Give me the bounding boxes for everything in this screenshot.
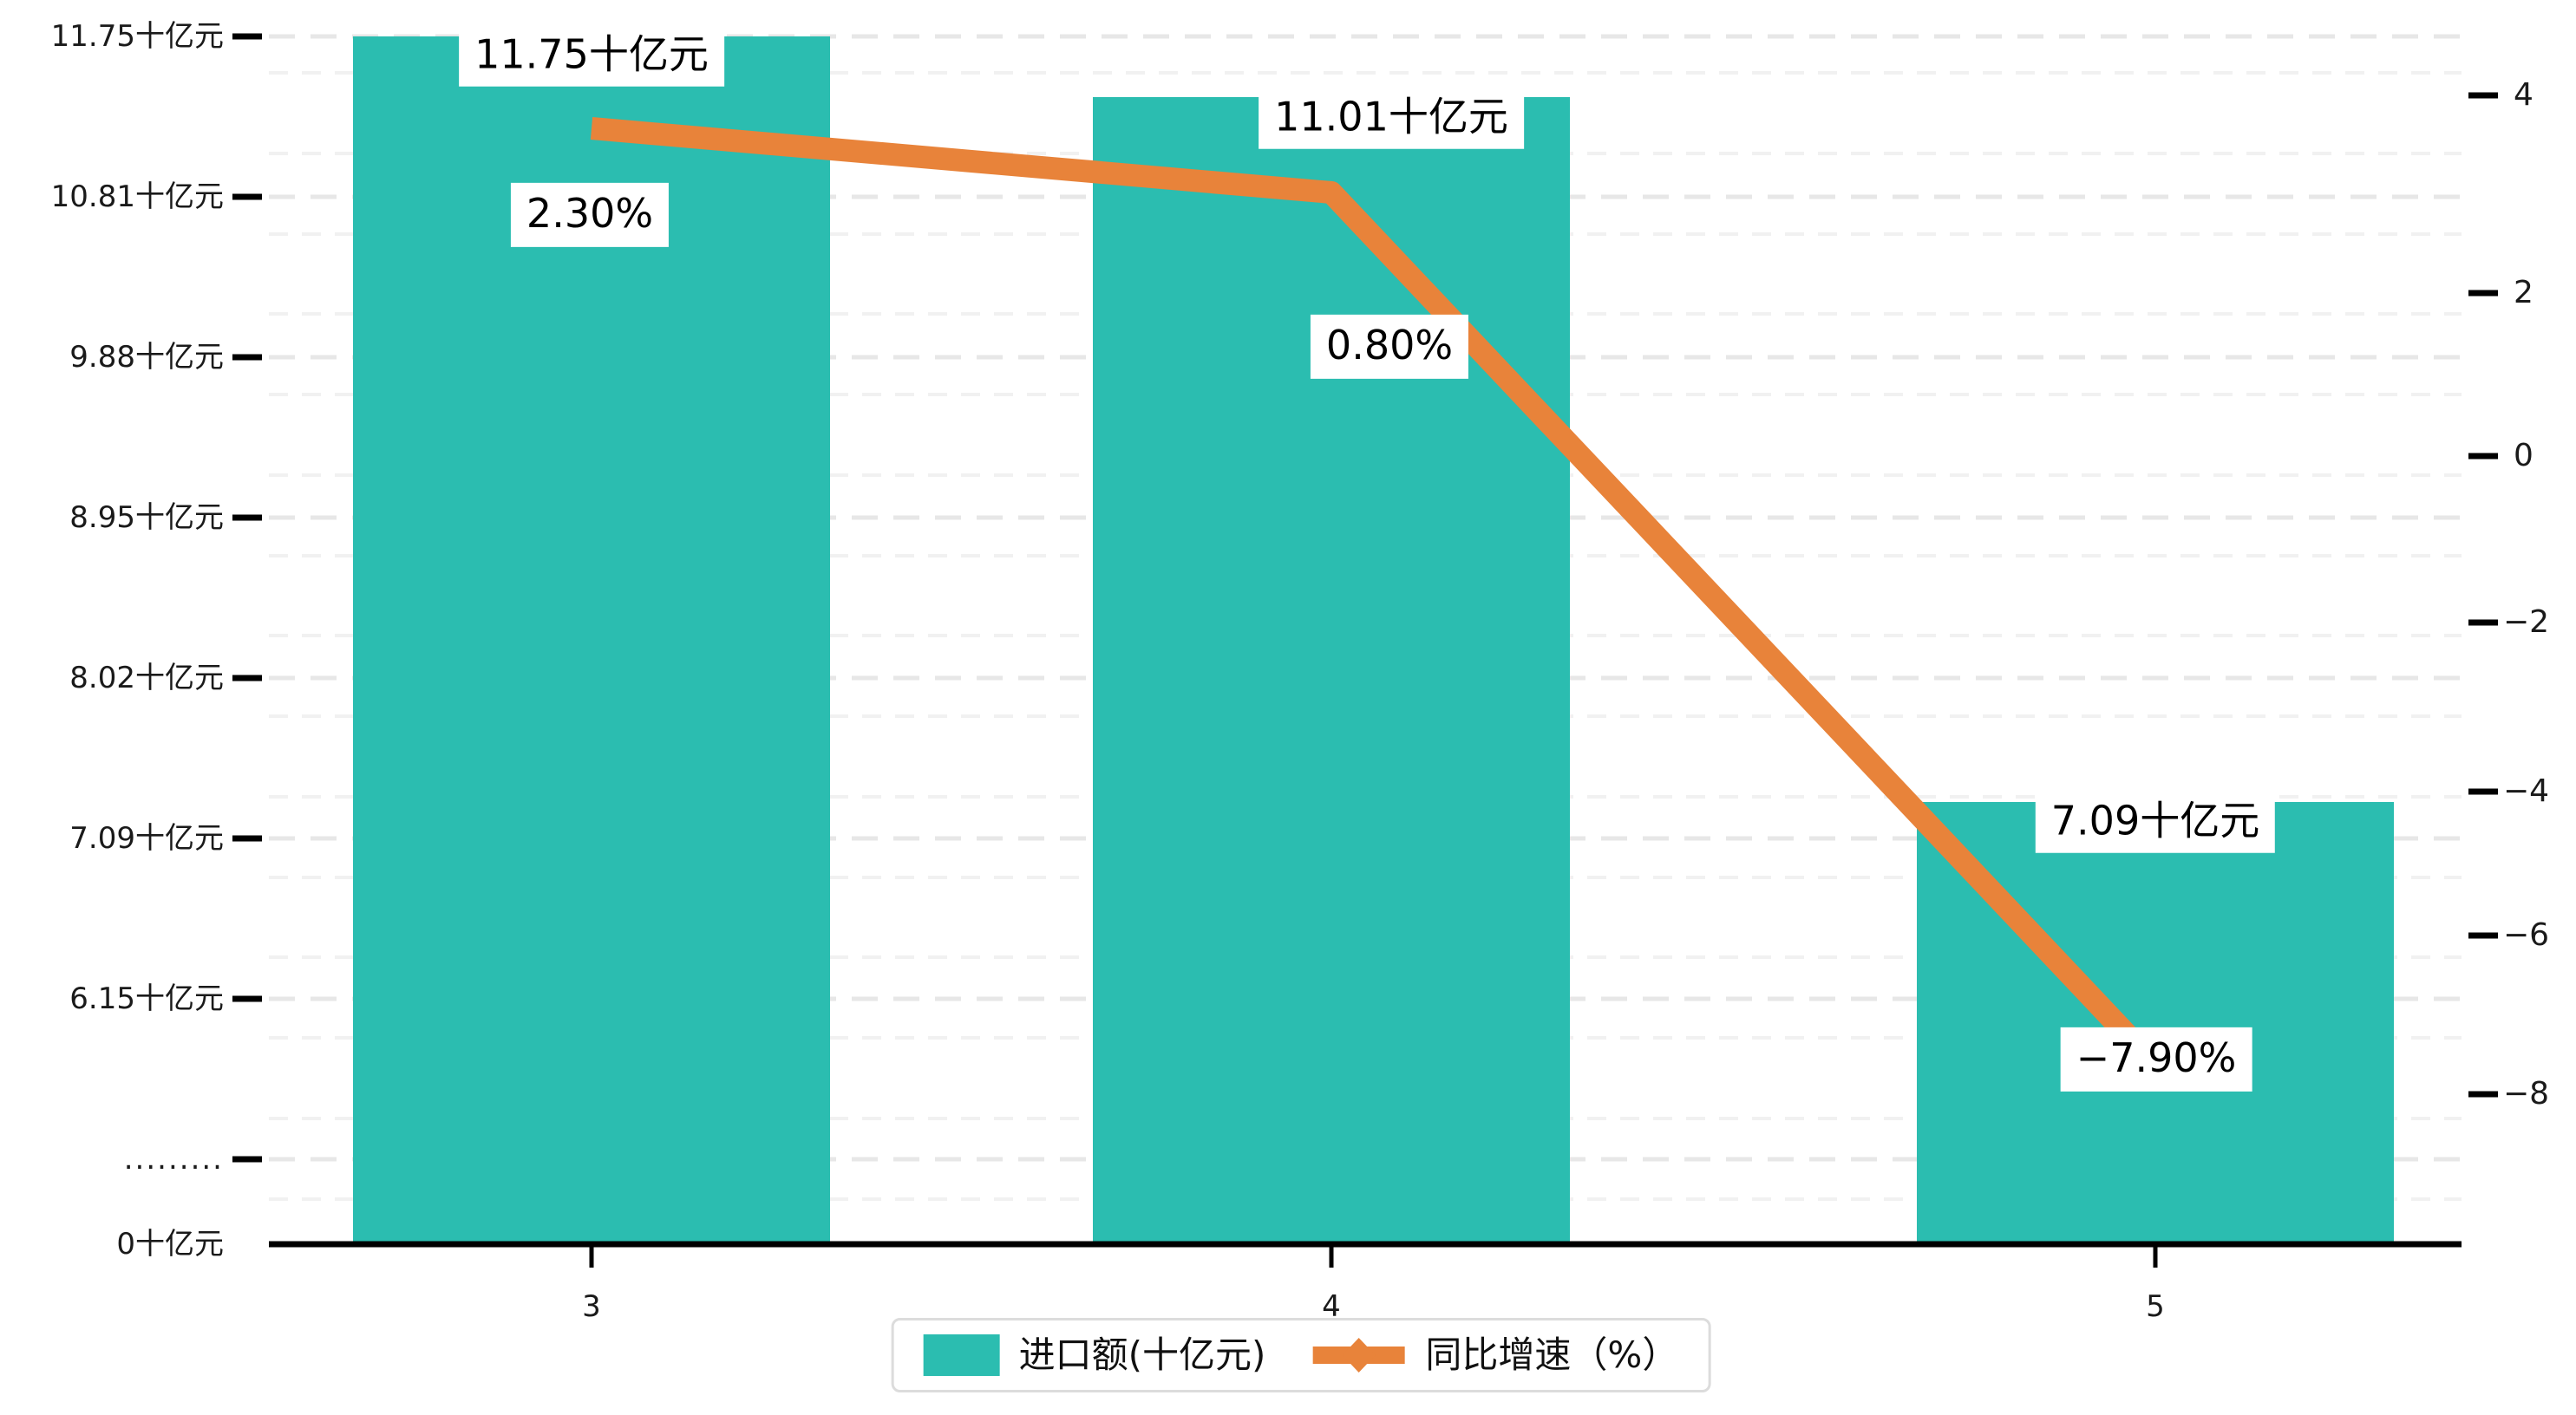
y-left-tick-label: 8.95十亿元 [69,500,224,535]
y-right-tick-label: −4 [2503,773,2550,809]
growth-value-label-4: 0.80% [1310,314,1469,380]
x-tick-marks [589,1244,2158,1268]
y-right-tick-label: −6 [2503,917,2550,953]
y-right-tick-label: 4 [2514,77,2534,113]
growth-line [590,117,2164,1073]
line-series [590,117,2164,1073]
y-right-tick-label: 0 [2514,438,2534,473]
growth-value-label-3: 2.30% [510,182,670,248]
y-left-tick-label: 8.02十亿元 [69,661,224,695]
legend-line-diamond-icon [1311,1334,1406,1376]
y-right-tick-label: −2 [2503,604,2550,640]
bar-value-label-5: 7.09十亿元 [2035,792,2276,853]
x-tick-label-5: 5 [2146,1289,2165,1324]
y-left-tick-marks [232,33,262,1163]
y-left-tick-label-zero: 0十亿元 [116,1227,224,1262]
y-left-tick-label: 9.88十亿元 [69,340,224,375]
y-left-tick-label: 10.81十亿元 [50,179,224,214]
legend-item-growth-rate[interactable]: 同比增速（%） [1311,1334,1678,1376]
chart-legend: 进口额(十亿元) 同比增速（%） [891,1318,1711,1392]
legend-bar-swatch-icon [923,1334,1000,1376]
bar-5 [1917,802,2394,1244]
bar-series [353,36,2394,1244]
y-right-tick-marks [2468,92,2498,1098]
x-tick-label-4: 4 [1322,1289,1341,1324]
y-right-tick-label: −8 [2503,1076,2550,1112]
y-left-tick-label: 7.09十亿元 [69,821,224,856]
legend-item-label: 进口额(十亿元) [1018,1333,1266,1376]
legend-item-label: 同比增速（%） [1425,1333,1679,1376]
bar-4 [1093,97,1570,1244]
y-left-tick-label: 6.15十亿元 [69,981,224,1016]
x-tick-label-3: 3 [582,1289,601,1324]
y-left-tick-label: 11.75十亿元 [50,19,224,54]
bar-value-label-3: 11.75十亿元 [459,25,724,87]
growth-value-label-5: −7.90% [2060,1027,2252,1092]
y-left-tick-label-truncated: ......... [123,1142,224,1177]
bar-value-label-4: 11.01十亿元 [1259,88,1524,149]
legend-item-import-value[interactable]: 进口额(十亿元) [923,1333,1266,1376]
y-right-tick-label: 2 [2514,275,2534,310]
